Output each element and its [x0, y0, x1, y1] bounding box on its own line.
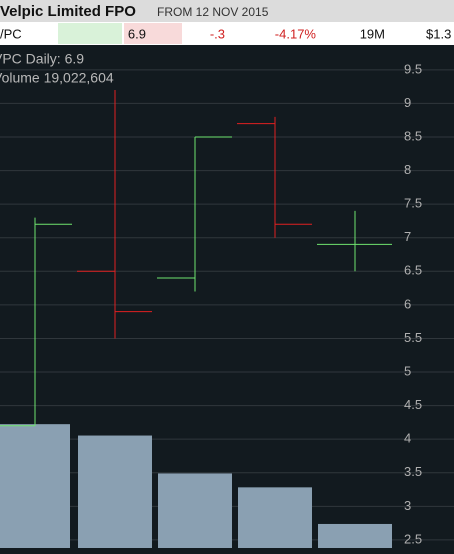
last-cell	[124, 23, 182, 44]
y-tick-label: 2.5	[404, 531, 422, 546]
y-tick-label: 7.5	[404, 196, 422, 211]
y-tick-label: 6	[404, 296, 411, 311]
code: /PC	[0, 26, 22, 41]
y-tick-label: 7	[404, 229, 411, 244]
y-tick-label: 3.5	[404, 464, 422, 479]
last: 6.9	[128, 26, 146, 41]
volume-short: 19M	[360, 26, 385, 41]
caption: VPC Daily: 6.9	[0, 51, 84, 67]
y-tick-label: 3	[404, 498, 411, 513]
from-date: FROM 12 NOV 2015	[157, 5, 269, 19]
volume-bar	[158, 473, 232, 548]
cap: $1.3	[426, 26, 451, 41]
y-tick-label: 9.5	[404, 61, 422, 76]
volume-caption: Volume 19,022,604	[0, 70, 114, 86]
change-pct: -4.17%	[275, 26, 317, 41]
volume-bar	[238, 487, 312, 548]
y-tick-label: 4.5	[404, 397, 422, 412]
y-tick-label: 9	[404, 95, 411, 110]
y-tick-label: 5	[404, 363, 411, 378]
volume-bar	[318, 523, 392, 548]
volume-bar	[0, 424, 70, 548]
y-tick-label: 8.5	[404, 128, 422, 143]
y-tick-label: 8	[404, 162, 411, 177]
change: -.3	[210, 26, 225, 41]
security-name: Velpic Limited FPO	[0, 3, 136, 20]
title-bar	[0, 0, 454, 22]
volume-bar	[78, 435, 152, 548]
y-tick-label: 4	[404, 431, 411, 446]
y-tick-label: 5.5	[404, 330, 422, 345]
y-tick-label: 6.5	[404, 263, 422, 278]
up-cell	[58, 23, 122, 44]
